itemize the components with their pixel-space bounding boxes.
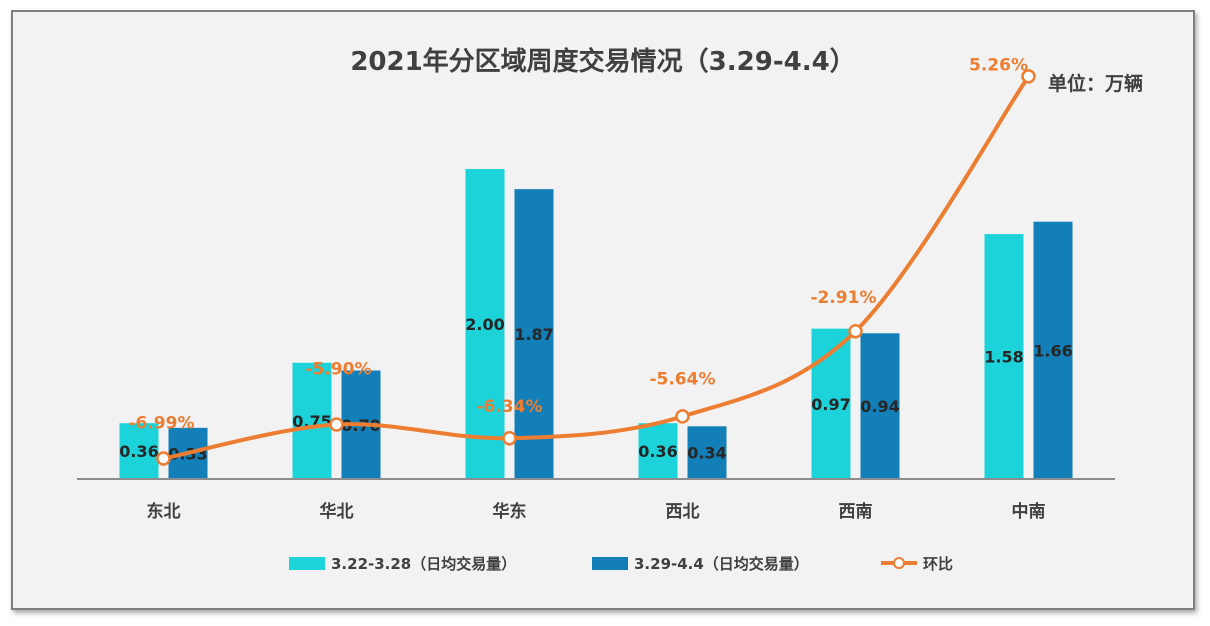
legend-marker [893, 557, 905, 569]
bar-data-label: 1.66 [1033, 341, 1072, 360]
bar-prev-week [119, 423, 159, 479]
bar-data-label: 1.87 [514, 325, 553, 344]
category-label: 东北 [147, 501, 181, 522]
legend-swatch [289, 557, 325, 570]
mom-point [329, 417, 344, 432]
mom-point [156, 451, 171, 466]
category-label: 华北 [320, 501, 354, 522]
bar-data-label: 0.97 [811, 395, 850, 414]
mom-data-label: -6.99% [128, 414, 194, 434]
bar-this-week [514, 189, 554, 479]
bar-data-label: 2.00 [465, 315, 504, 334]
mom-data-label: -5.64% [649, 369, 715, 389]
mom-data-label: -5.90% [305, 360, 371, 380]
bar-this-week [1033, 221, 1073, 479]
mom-data-label: -2.91% [810, 288, 876, 308]
legend-label: 3.29-4.4（日均交易量） [634, 555, 809, 573]
chart-title: 2021年分区域周度交易情况（3.29-4.4） [350, 46, 855, 77]
legend: 3.22-3.28（日均交易量） 3.29-4.4（日均交易量） 环比 [289, 555, 953, 573]
bar-this-week [860, 333, 900, 479]
category-label: 西北 [666, 502, 700, 522]
mom-point [1021, 69, 1036, 84]
line-layer: -6.99% -5.90% -6.34% -5.64% -2.91% 5.26% [128, 55, 1036, 466]
mom-data-label: 5.26% [969, 55, 1028, 75]
bar-prev-week [465, 169, 505, 479]
bar-data-label: 0.34 [687, 444, 726, 463]
chart-svg: 2021年分区域周度交易情况（3.29-4.4） 单位：万辆 0.36 0.330… [77, 46, 1143, 573]
mom-line [161, 74, 1031, 461]
category-labels: 东北 华北 华东 西北 西南 中南 [147, 501, 1046, 522]
bar-prev-week [292, 362, 332, 479]
unit-label: 单位：万辆 [1048, 72, 1143, 95]
category-label: 西南 [839, 501, 873, 522]
mom-data-label: -6.34% [476, 397, 542, 417]
legend-label: 环比 [923, 555, 953, 573]
bar-prev-week [984, 234, 1024, 479]
mom-point [502, 430, 517, 446]
legend-swatch [592, 557, 628, 570]
bar-this-week [687, 426, 727, 479]
bar-data-label: 0.36 [119, 442, 158, 461]
chart-frame: 2021年分区域周度交易情况（3.29-4.4） 单位：万辆 0.36 0.33 0… [11, 10, 1195, 610]
category-label: 华东 [493, 501, 527, 522]
bar-data-label: 0.36 [638, 442, 677, 461]
category-label: 中南 [1012, 501, 1046, 522]
legend-label: 3.22-3.28（日均交易量） [331, 555, 516, 573]
bar-data-label: 0.94 [860, 397, 899, 416]
bar-layer: 0.36 0.330.75 0.702.001.870.36 0.340.97 0.94… [119, 169, 1073, 479]
bar-prev-week [638, 423, 678, 479]
mom-point [675, 409, 690, 424]
mom-point [848, 323, 863, 339]
bar-data-label: 1.58 [984, 348, 1023, 367]
